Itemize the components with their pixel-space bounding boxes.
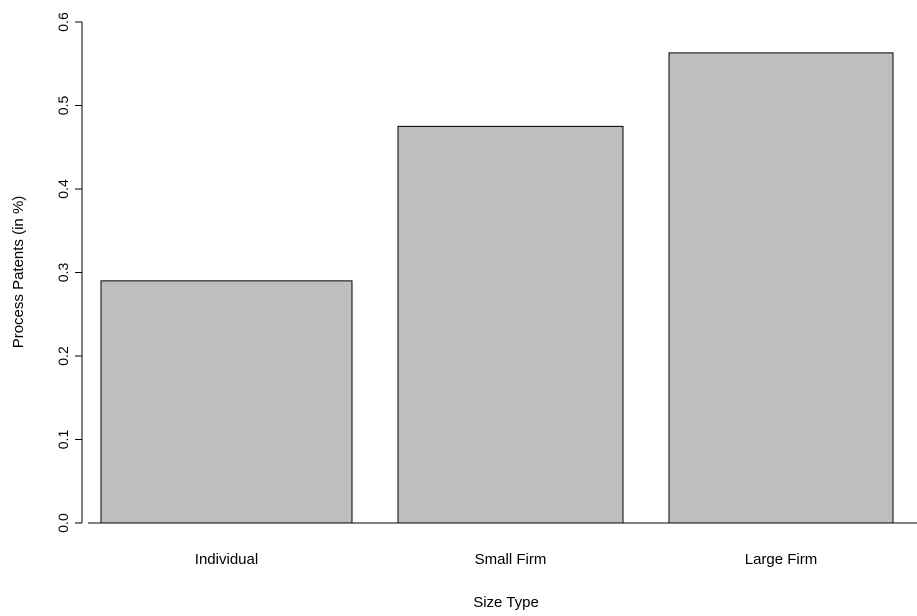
x-category-label: Large Firm (745, 551, 818, 568)
category-labels: Individual Small Firm Large Firm (195, 551, 817, 568)
bar (668, 52, 894, 524)
bars (100, 52, 894, 524)
x-axis-title: Size Type (473, 594, 539, 611)
x-category-label: Small Firm (475, 551, 547, 568)
y-tick-label: 0.5 (55, 96, 71, 116)
y-tick-label: 0.1 (55, 430, 71, 450)
x-category-label: Individual (195, 551, 258, 568)
y-tick-label: 0.3 (55, 263, 71, 283)
bar (397, 125, 624, 524)
y-tick-label: 0.0 (55, 513, 71, 533)
y-tick-label: 0.6 (55, 12, 71, 32)
y-tick-label: 0.4 (55, 179, 71, 199)
y-axis-title: Process Patents (in %) (10, 196, 27, 349)
bar (100, 280, 353, 524)
y-tick-label: 0.2 (55, 346, 71, 366)
y-axis: 0.0 0.1 0.2 0.3 0.4 0.5 0.6 (55, 12, 83, 533)
